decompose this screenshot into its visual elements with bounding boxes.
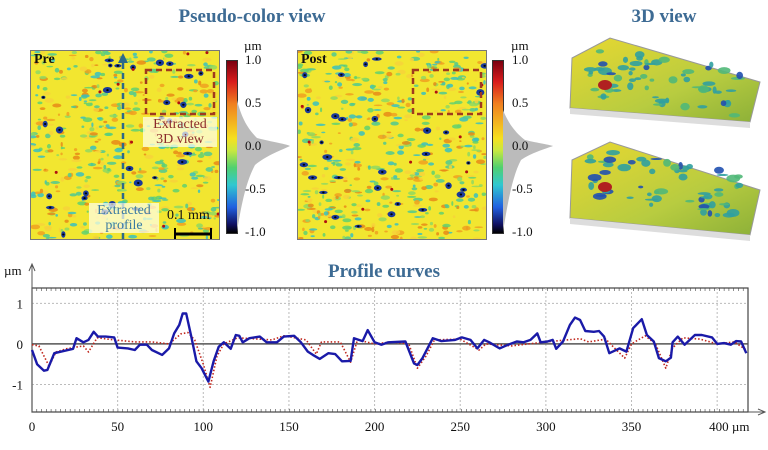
post-surface: [298, 51, 486, 239]
y-tick-label: 1: [17, 296, 24, 311]
post-histogram: [503, 110, 553, 232]
post-unit: µm: [511, 38, 529, 53]
extracted-3d-box: [144, 68, 216, 116]
post-map: Post: [297, 50, 487, 240]
pre-label: Pre: [34, 52, 55, 67]
pre-histogram: [237, 100, 290, 232]
pseudo-color-title: Pseudo-color view: [178, 6, 326, 27]
3d-views: [569, 37, 761, 241]
extracted-profile-note: Extracted profile: [89, 203, 159, 233]
y-tick-label: 0: [17, 337, 24, 352]
profile-chart: Profile curves 0 50 100 150 200 250 300 350 400 µ…: [4, 261, 767, 434]
x-tick-label: 100: [194, 419, 214, 434]
plot-frame: [31, 287, 749, 413]
scale-bar-label: 0.1 mm: [167, 208, 210, 223]
colorbar-tick: 0.0: [512, 138, 529, 153]
post-label: Post: [301, 52, 327, 67]
colorbar-tick: -0.5: [245, 181, 266, 196]
x-tick-label: 200: [365, 419, 385, 434]
colorbar-tick: 0.0: [245, 138, 262, 153]
post-3d-view: [569, 141, 761, 241]
x-tick-label: 150: [279, 419, 299, 434]
y-tick-label: -1: [12, 377, 23, 392]
arrow-up-icon: [118, 53, 128, 63]
y-axis-label: µm: [4, 263, 22, 278]
x-tick-label: 350: [622, 419, 642, 434]
profile-series-dotted: [31, 331, 747, 389]
chart-title: Profile curves: [328, 261, 440, 282]
colorbar-tick: -0.5: [512, 181, 533, 196]
x-axis-arrow-icon: [757, 408, 767, 416]
colorbar-tick: -1.0: [245, 224, 266, 239]
y-axis-arrow-icon: [28, 262, 36, 272]
profile-series-solid: [30, 312, 748, 383]
x-tick-label: 50: [111, 419, 124, 434]
pre-unit: µm: [244, 38, 262, 53]
pre-3d-view: [569, 37, 761, 128]
colorbar-tick: 1.0: [245, 52, 262, 67]
x-tick-label: 250: [450, 419, 470, 434]
colorbar-tick: 0.5: [245, 95, 262, 110]
extracted-3d-box: [411, 68, 483, 116]
colorbar-tick: -1.0: [512, 224, 533, 239]
x-tick-label: 0: [29, 419, 36, 434]
3d-view-title: 3D view: [631, 6, 697, 27]
pre-map: Pre Extracted 3D view Extracted profile …: [30, 50, 220, 240]
extracted-3d-note: Extracted 3D view: [143, 117, 217, 147]
colorbar-tick: 0.5: [512, 95, 529, 110]
x-tick-label: 300: [536, 419, 556, 434]
colorbar-tick: 1.0: [512, 52, 529, 67]
x-tick-label: 400 µm: [709, 419, 749, 434]
